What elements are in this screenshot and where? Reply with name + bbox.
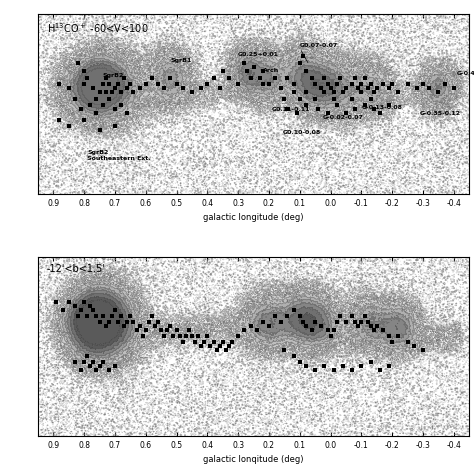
Text: SgrB1: SgrB1 [171,58,192,63]
X-axis label: galactic lonqitude (deg): galactic lonqitude (deg) [203,456,304,465]
Text: G0.07-0.07: G0.07-0.07 [300,44,338,48]
Text: Arch: Arch [263,68,279,73]
Text: G-0.13-0.08: G-0.13-0.08 [361,105,402,109]
Text: G0.11-0.11: G0.11-0.11 [272,107,310,112]
Text: SgrB2
Southeastern Ext.: SgrB2 Southeastern Ext. [87,150,151,161]
Text: G0.25+0.01: G0.25+0.01 [238,52,279,57]
X-axis label: galactic longitude (deg): galactic longitude (deg) [203,213,304,222]
Text: H$^{13}$CO$^+$ -60<V<100: H$^{13}$CO$^+$ -60<V<100 [46,21,148,35]
Text: G0.10-0.08: G0.10-0.08 [283,130,321,135]
Text: G-0.44+: G-0.44+ [457,71,474,76]
Text: -12'<b<1.5': -12'<b<1.5' [46,264,105,274]
Text: G-0.02-0.07: G-0.02-0.07 [323,115,364,120]
Text: SgrB2: SgrB2 [103,73,124,78]
Text: G-0.35-0.12: G-0.35-0.12 [420,111,461,116]
